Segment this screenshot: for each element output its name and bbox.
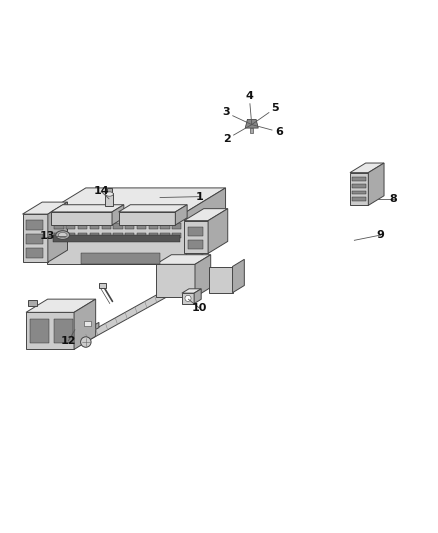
Bar [99,283,106,288]
Polygon shape [86,290,166,341]
Polygon shape [22,202,67,214]
Bar [84,321,92,326]
Bar [53,235,180,241]
Text: 10: 10 [192,303,207,313]
Polygon shape [175,205,187,225]
Polygon shape [350,163,384,173]
Polygon shape [112,205,124,225]
Text: 8: 8 [390,194,398,204]
Polygon shape [184,221,208,253]
Bar [137,223,146,229]
Polygon shape [245,119,258,128]
Bar [125,233,134,238]
Polygon shape [46,212,186,264]
Bar [172,223,181,229]
Bar [78,223,87,229]
Bar [113,233,123,238]
Text: 2: 2 [223,134,231,144]
Text: 5: 5 [272,103,279,113]
Text: 12: 12 [60,336,76,346]
Circle shape [81,337,91,348]
Bar [28,300,37,306]
Polygon shape [182,289,201,293]
Polygon shape [195,255,211,297]
Bar [54,319,73,343]
Ellipse shape [106,192,113,196]
Bar [81,253,160,264]
Polygon shape [119,205,187,212]
Bar [66,233,75,238]
Polygon shape [46,188,226,212]
Polygon shape [186,188,226,264]
Bar [352,190,366,195]
Polygon shape [119,212,175,225]
Polygon shape [87,322,99,334]
Bar [352,177,366,181]
Polygon shape [184,208,228,221]
Bar [30,319,49,343]
Bar [160,223,170,229]
Text: 4: 4 [245,91,253,101]
Bar [149,223,158,229]
Bar [102,223,111,229]
Bar [187,227,203,236]
Bar [250,128,254,133]
Polygon shape [194,289,201,304]
Text: 9: 9 [377,230,385,240]
Ellipse shape [58,232,67,238]
Polygon shape [26,312,74,350]
Text: 13: 13 [40,231,56,241]
Bar [113,223,123,229]
Bar [125,223,134,229]
Polygon shape [350,173,368,205]
Text: 1: 1 [195,192,203,201]
Bar [107,188,112,193]
Polygon shape [74,299,95,350]
Bar [187,240,203,249]
Polygon shape [208,266,233,293]
Bar [26,220,42,230]
Polygon shape [182,293,194,304]
Polygon shape [48,202,67,262]
Polygon shape [233,259,244,293]
Bar [137,233,146,238]
Bar [54,233,64,238]
Polygon shape [155,264,195,297]
Polygon shape [51,212,112,225]
Bar [54,223,64,229]
Text: 14: 14 [93,187,109,196]
Text: 6: 6 [276,127,283,137]
Polygon shape [26,299,95,312]
Bar [26,248,42,258]
Bar [160,233,170,238]
Bar [90,223,99,229]
Bar [149,233,158,238]
Bar [352,197,366,201]
Bar [106,193,113,206]
Bar [102,233,111,238]
Ellipse shape [56,231,70,239]
Bar [352,184,366,188]
Polygon shape [22,214,48,262]
Text: 3: 3 [222,108,230,117]
Bar [172,233,181,238]
Circle shape [185,295,191,302]
Polygon shape [368,163,384,205]
Polygon shape [208,208,228,253]
Polygon shape [155,255,211,264]
Bar [66,223,75,229]
Polygon shape [51,205,124,212]
Bar [26,234,42,244]
Bar [90,233,99,238]
Bar [78,233,87,238]
